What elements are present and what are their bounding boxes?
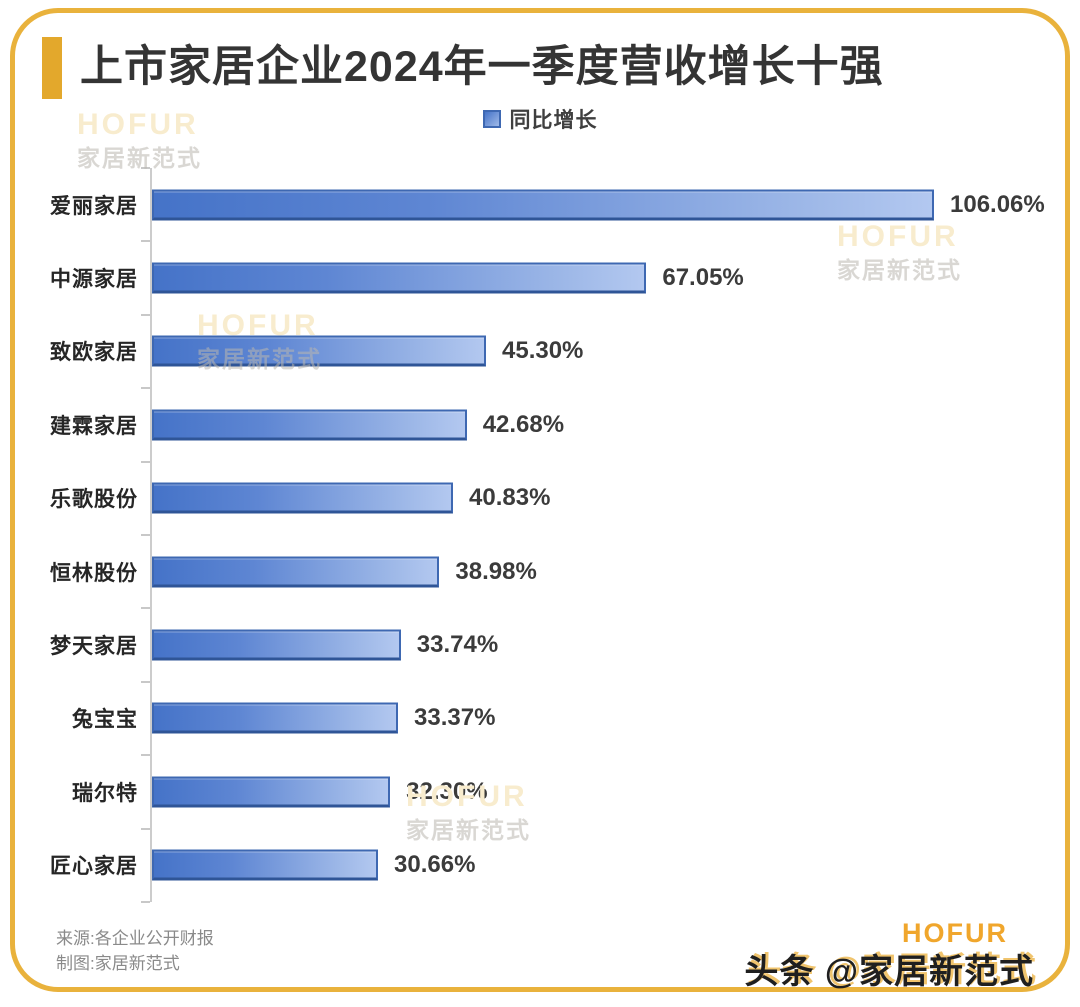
watermark-sub-text: 家居新范式 bbox=[77, 145, 202, 171]
category-label: 梦天家居 bbox=[50, 635, 138, 659]
bar-chart-row: 瑞尔特 32.30% bbox=[72, 755, 1040, 828]
axis-tick bbox=[141, 313, 150, 316]
bar-chart-row: 乐歌股份 40.83% bbox=[50, 462, 1040, 535]
value-label: 30.66% bbox=[394, 851, 476, 879]
axis-tick bbox=[141, 167, 150, 169]
value-label: 32.30% bbox=[406, 777, 488, 805]
bar bbox=[152, 335, 486, 367]
footer-source-line: 来源:各企业公开财报 bbox=[56, 929, 214, 948]
bar bbox=[152, 482, 454, 514]
bar-chart-row: 恒林股份 38.98% bbox=[50, 535, 1040, 608]
category-label: 乐歌股份 bbox=[50, 488, 138, 512]
category-label: 匠心家居 bbox=[50, 855, 138, 879]
value-label: 33.74% bbox=[416, 631, 499, 659]
bar bbox=[152, 409, 467, 441]
bar-chart-row: 致欧家居 45.30% bbox=[50, 315, 1040, 388]
social-handle-text: 头条 @家居新范式 bbox=[744, 953, 1034, 991]
legend-label: 同比增长 bbox=[509, 109, 598, 132]
chart-legend: 同比增长 bbox=[0, 104, 1080, 134]
title-accent-bar bbox=[42, 37, 62, 99]
axis-tick bbox=[141, 901, 150, 903]
value-label: 33.37% bbox=[414, 704, 496, 732]
value-label: 40.83% bbox=[469, 484, 551, 512]
value-label: 106.06% bbox=[950, 190, 1045, 218]
axis-tick bbox=[141, 827, 150, 830]
bar bbox=[152, 849, 379, 881]
bar-chart-row: 梦天家居 33.74% bbox=[50, 608, 1040, 681]
bar-chart-row: 匠心家居 30.66% bbox=[50, 829, 1040, 902]
footer-source-block: 来源:各企业公开财报 制图:家居新范式 bbox=[56, 926, 214, 976]
category-label: 建霖家居 bbox=[50, 414, 138, 438]
category-label: 瑞尔特 bbox=[72, 781, 138, 805]
page-title: 上市家居企业2024年一季度营收增长十强 bbox=[80, 43, 884, 91]
category-label: 致欧家居 bbox=[50, 341, 138, 365]
value-label: 67.05% bbox=[662, 264, 744, 292]
value-label: 42.68% bbox=[482, 410, 565, 438]
axis-tick bbox=[141, 754, 150, 757]
axis-tick bbox=[141, 460, 150, 463]
category-label: 爱丽家居 bbox=[50, 194, 138, 218]
bar-chart-row: 兔宝宝 33.37% bbox=[72, 682, 1040, 755]
bar bbox=[152, 776, 391, 808]
axis-tick bbox=[141, 534, 150, 536]
bar-chart-row: 中源家居 67.05% bbox=[50, 241, 1040, 314]
value-label: 38.98% bbox=[455, 557, 537, 585]
axis-tick bbox=[141, 387, 150, 390]
value-label: 45.30% bbox=[502, 337, 584, 365]
bar-chart-plot-area: 爱丽家居 106.06% 中源家居 67.05% 致欧家居 45.30% 建霖家… bbox=[50, 167, 1045, 903]
bar-chart-row: 爱丽家居 106.06% bbox=[50, 168, 1045, 241]
y-axis-line bbox=[150, 168, 152, 902]
axis-tick bbox=[141, 607, 150, 610]
bar bbox=[152, 189, 934, 221]
category-label: 兔宝宝 bbox=[72, 708, 138, 732]
axis-tick bbox=[141, 680, 150, 683]
bar bbox=[152, 702, 399, 734]
brand-logo-text: HOFUR bbox=[902, 918, 1008, 948]
legend-swatch-icon bbox=[482, 110, 501, 128]
category-label: 中源家居 bbox=[50, 268, 138, 292]
bar bbox=[152, 629, 401, 661]
footer-credit-line: 制图:家居新范式 bbox=[56, 954, 180, 973]
bar-chart-row: 建霖家居 42.68% bbox=[50, 388, 1040, 461]
category-label: 恒林股份 bbox=[50, 561, 138, 585]
bar bbox=[152, 262, 647, 294]
bar bbox=[152, 556, 440, 588]
axis-tick bbox=[141, 240, 150, 243]
